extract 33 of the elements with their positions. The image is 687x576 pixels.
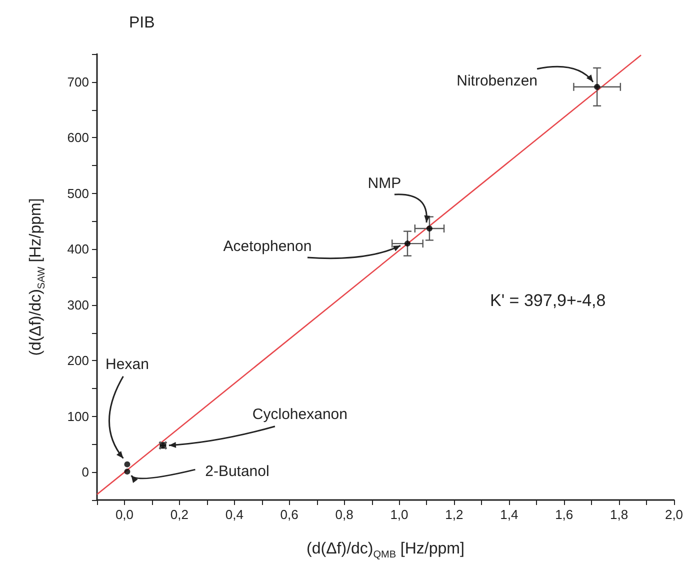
x-tick-label: 0,4 (225, 507, 244, 522)
x-tick-label: 2,0 (664, 507, 684, 522)
x-tick-label: 0,0 (115, 507, 134, 522)
x-tick-label: 0,8 (335, 507, 354, 522)
y-tick-label: 700 (67, 74, 89, 90)
x-tick-label: 1,2 (445, 507, 464, 522)
x-tick-label: 0,6 (280, 507, 298, 522)
y-tick-label: 100 (67, 408, 89, 424)
y-tick-label: 200 (67, 353, 89, 368)
annotation: K' = 397,9+-4,8 (490, 291, 606, 310)
annotation: Hexan (106, 356, 149, 373)
y-tick-label: 600 (67, 130, 89, 146)
annotation: 2-Butanol (205, 463, 270, 480)
annotation: Nitrobenzen (456, 72, 538, 90)
y-tick-label: 500 (67, 186, 89, 201)
y-tick-label: 0 (82, 464, 89, 480)
annotation: Cyclohexanon (252, 406, 348, 423)
x-tick-label: 1,0 (390, 507, 408, 522)
point (404, 240, 410, 247)
y-tick-label: 400 (67, 242, 89, 257)
x-tick-label: 1,6 (555, 507, 574, 522)
chart-title: PIB (129, 14, 155, 32)
x-tick-label: 1,4 (500, 507, 518, 522)
y-axis-title: (d(Δf)/dc)SAW [Hz/ppm] (28, 198, 48, 356)
point (426, 226, 432, 232)
x-tick-label: 0,2 (170, 507, 188, 522)
annotation: NMP (368, 174, 402, 192)
point (124, 461, 130, 468)
annotation: Acetophenon (223, 238, 312, 256)
point (594, 84, 600, 90)
point (124, 468, 130, 475)
y-tick-label: 300 (67, 297, 89, 312)
x-tick-label: 1,8 (610, 507, 628, 522)
